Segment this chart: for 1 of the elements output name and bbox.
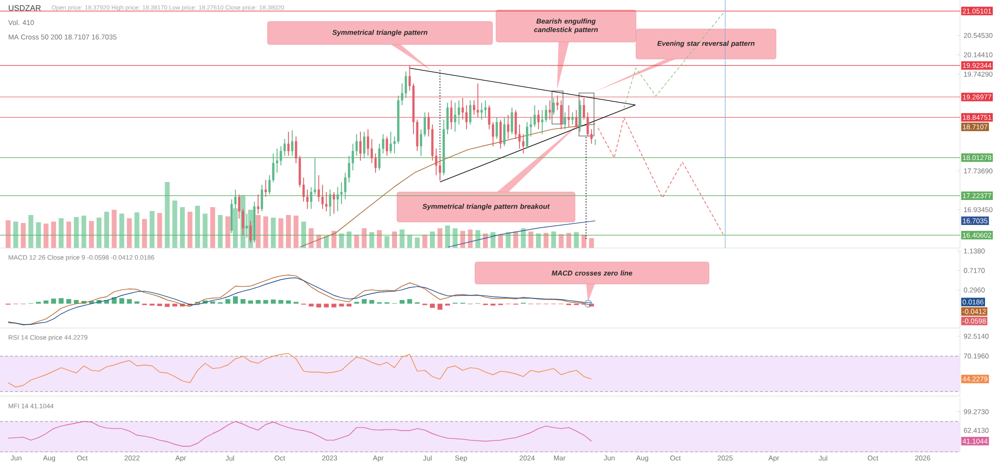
chart-title: USDZAR [8, 5, 41, 11]
